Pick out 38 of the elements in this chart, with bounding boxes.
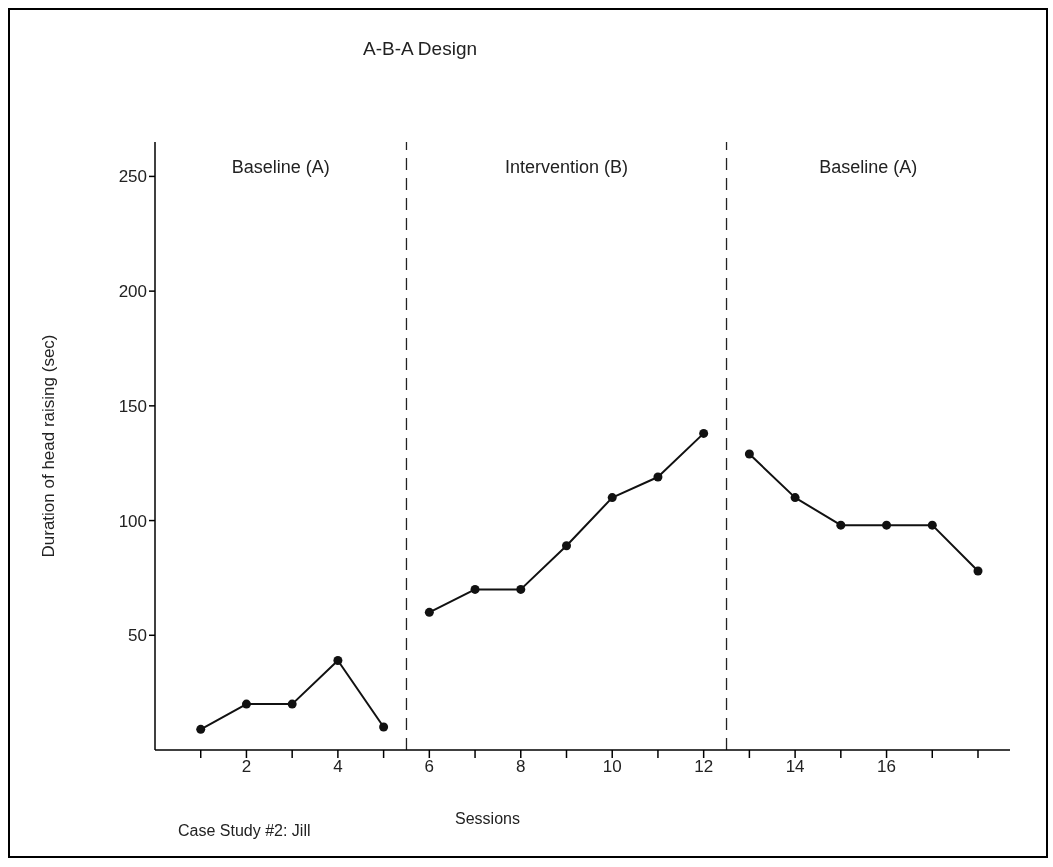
point (516, 584, 526, 594)
x-tick-label: 2 (241, 757, 252, 777)
annotation: Baseline (A) (819, 156, 918, 177)
x-tick-label: 16 (877, 757, 897, 777)
x-tick-label: 4 (333, 757, 343, 777)
point (379, 722, 389, 732)
point (973, 566, 983, 576)
point (927, 520, 937, 530)
chart-title: A-B-A Design (362, 38, 478, 59)
x-tick-label: 6 (424, 757, 435, 777)
point (744, 449, 754, 459)
y-tick-label: 100 (118, 511, 147, 531)
point (882, 520, 892, 530)
x-axis-title: Sessions (455, 810, 520, 828)
point (790, 493, 800, 503)
y-tick-label: 200 (118, 282, 147, 302)
annotation: Baseline (A) (231, 156, 330, 177)
point (333, 656, 343, 666)
y-tick-label: 150 (118, 396, 147, 416)
point (562, 541, 571, 551)
point (287, 699, 297, 709)
x-tick-label: 12 (694, 757, 714, 777)
point (470, 584, 480, 594)
x-tick-label: 8 (516, 757, 526, 777)
point (241, 699, 251, 709)
annotation: Intervention (B) (504, 156, 629, 177)
point (607, 493, 617, 503)
x-tick-label: 14 (785, 757, 805, 777)
point (653, 472, 663, 482)
y-tick-label: 250 (118, 167, 147, 187)
text: Case Study #2: Jill (178, 822, 311, 840)
point (424, 607, 434, 617)
point (196, 724, 206, 734)
point (699, 428, 709, 438)
y-tick-label: 50 (128, 626, 147, 646)
point (836, 520, 846, 530)
x-tick-label: 10 (602, 757, 622, 777)
y-axis-title: Duration of head raising (sec) (39, 334, 59, 558)
